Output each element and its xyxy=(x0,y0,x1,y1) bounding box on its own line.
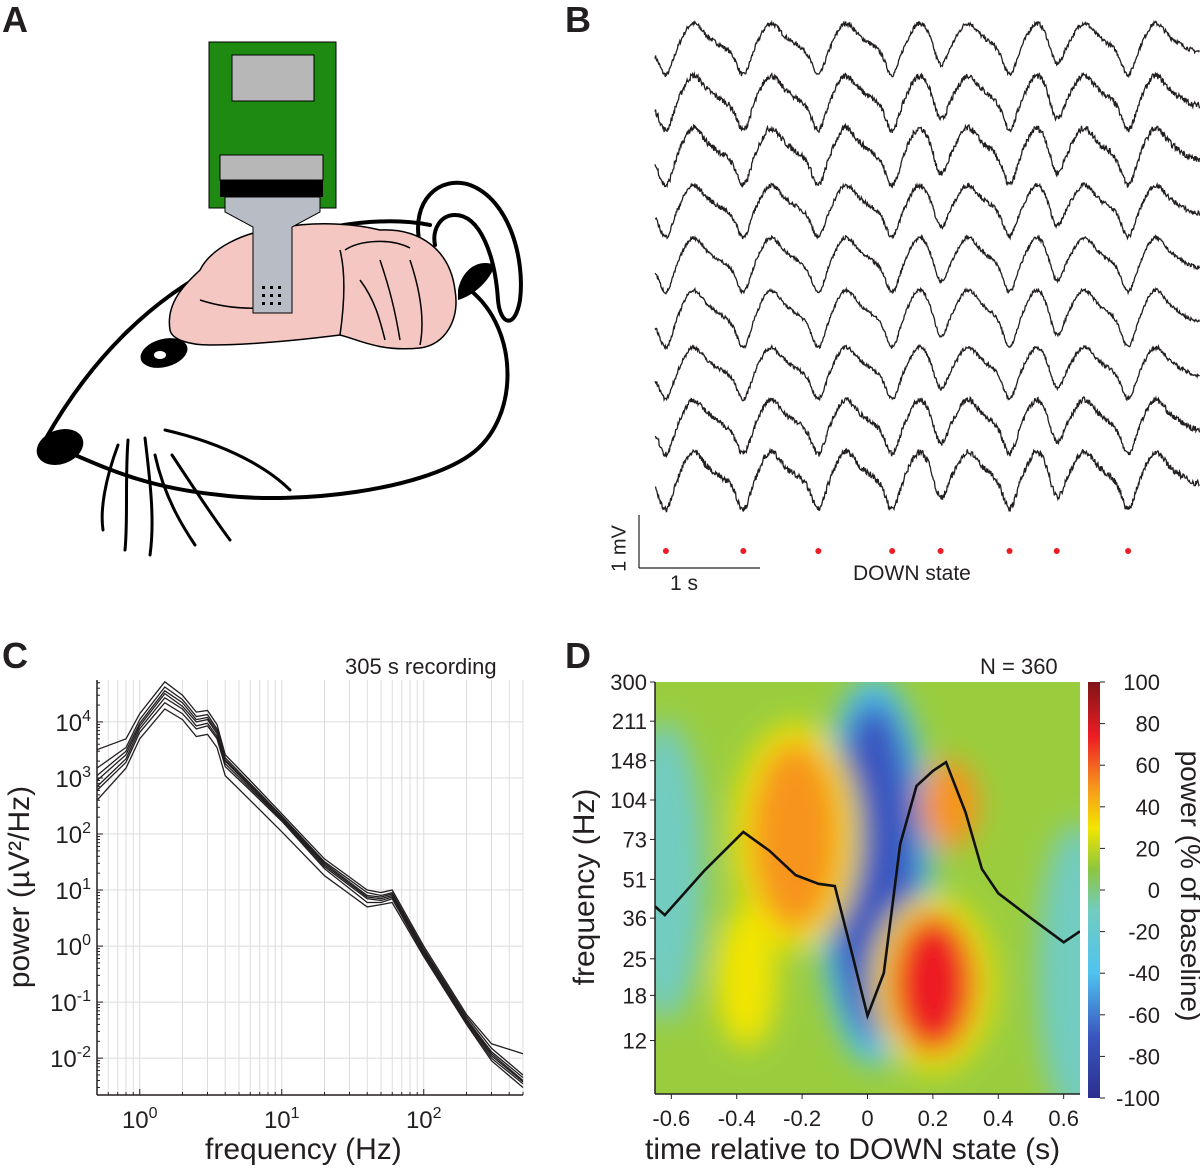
lfp-traces-chart xyxy=(638,19,1200,569)
colorbar-tick-label: -100 xyxy=(1116,1086,1160,1111)
scale-bar-s-label: 1 s xyxy=(670,572,699,595)
lfp-trace xyxy=(654,395,1200,459)
lfp-trace xyxy=(654,286,1200,351)
heatmap-region xyxy=(919,759,980,850)
x-tick-label: -0.6 xyxy=(652,1106,690,1131)
down-state-marker xyxy=(1006,548,1013,554)
x-tick-label: -0.4 xyxy=(718,1106,756,1131)
lfp-trace xyxy=(654,233,1200,296)
y-tick-label: 51 xyxy=(623,867,647,892)
spectrum-series xyxy=(96,701,524,1085)
colorbar-tick-label: 60 xyxy=(1136,753,1160,778)
lfp-trace xyxy=(654,447,1200,513)
colorbar xyxy=(1088,682,1100,1098)
spectrum-series xyxy=(96,689,524,1079)
rat-ear-canal xyxy=(458,262,495,300)
lfp-trace xyxy=(654,122,1200,189)
lfp-trace xyxy=(654,19,1200,79)
panel-label-c: C xyxy=(2,635,28,676)
y-tick-label: 10-2 xyxy=(50,1044,91,1073)
colorbar-tick-label: -40 xyxy=(1128,961,1160,986)
y-tick-label: 25 xyxy=(623,947,647,972)
y-tick-label: 104 xyxy=(55,708,91,737)
y-axis-label: frequency (Hz) xyxy=(568,788,601,986)
panel-label-b: B xyxy=(565,0,591,40)
spectrum-series xyxy=(96,696,524,1083)
sample-count-annotation: N = 360 xyxy=(980,654,1058,679)
y-tick-label: 300 xyxy=(610,670,647,695)
colorbar-tick-label: -20 xyxy=(1128,920,1160,945)
x-tick-label: 0.6 xyxy=(1048,1106,1079,1131)
colorbar-tick-label: 40 xyxy=(1136,795,1160,820)
rat-illustration xyxy=(36,41,523,557)
lfp-trace xyxy=(654,71,1200,134)
rat-ear xyxy=(416,180,523,323)
colorbar-tick-label: 100 xyxy=(1123,670,1160,695)
y-tick-label: 211 xyxy=(612,709,647,734)
heatmap-region xyxy=(655,721,705,1021)
lfp-trace xyxy=(654,343,1200,403)
y-tick-label: 148 xyxy=(610,749,647,774)
rat-nose xyxy=(36,429,84,465)
x-tick-label: 0 xyxy=(861,1106,873,1131)
down-state-marker xyxy=(662,548,669,554)
x-axis-label: time relative to DOWN state (s) xyxy=(645,1133,1061,1166)
x-tick-label: 0.2 xyxy=(918,1106,949,1131)
brain xyxy=(168,223,457,350)
panel-label-d: D xyxy=(565,635,591,676)
y-tick-label: 104 xyxy=(610,788,647,813)
down-state-marker xyxy=(740,548,747,554)
heatmap-region xyxy=(890,913,975,1054)
x-axis-label: frequency (Hz) xyxy=(205,1133,402,1166)
down-state-marker xyxy=(1053,548,1060,554)
recording-duration-annotation: 305 s recording xyxy=(345,654,497,679)
down-state-marker xyxy=(815,548,822,554)
lfp-trace xyxy=(654,181,1200,241)
y-tick-label: 12 xyxy=(623,1029,647,1054)
down-state-marker xyxy=(889,548,896,554)
heatmap-region xyxy=(1036,823,1080,1094)
spectrum-series xyxy=(96,692,524,1081)
colorbar-label: power (% of baseline) xyxy=(1175,750,1200,1022)
average-lfp-overlay xyxy=(655,760,1080,1021)
whiskers xyxy=(100,428,292,557)
down-state-marker xyxy=(937,548,944,554)
colorbar-tick-label: 80 xyxy=(1136,712,1160,737)
y-tick-label: 73 xyxy=(623,827,647,852)
colorbar-tick-label: -80 xyxy=(1128,1044,1160,1069)
spectrum-series xyxy=(96,686,524,1076)
x-tick-label: -0.2 xyxy=(783,1106,821,1131)
y-tick-label: 36 xyxy=(623,906,647,931)
electrode-headstage xyxy=(208,41,337,314)
down-state-marker xyxy=(1125,548,1132,554)
colorbar-tick-label: 0 xyxy=(1148,878,1160,903)
spectrum-series xyxy=(96,680,524,1055)
panel-label-a: A xyxy=(2,0,28,40)
spectrum-series xyxy=(96,708,524,1088)
colorbar-tick-label: 20 xyxy=(1136,836,1160,861)
x-tick-label: 0.4 xyxy=(983,1106,1014,1131)
heatmap-region xyxy=(716,908,777,1049)
colorbar-tick-label: -60 xyxy=(1128,1003,1160,1028)
heatmap-region xyxy=(750,741,841,932)
down-state-label: DOWN state xyxy=(853,562,971,585)
y-tick-label: 18 xyxy=(623,983,647,1008)
